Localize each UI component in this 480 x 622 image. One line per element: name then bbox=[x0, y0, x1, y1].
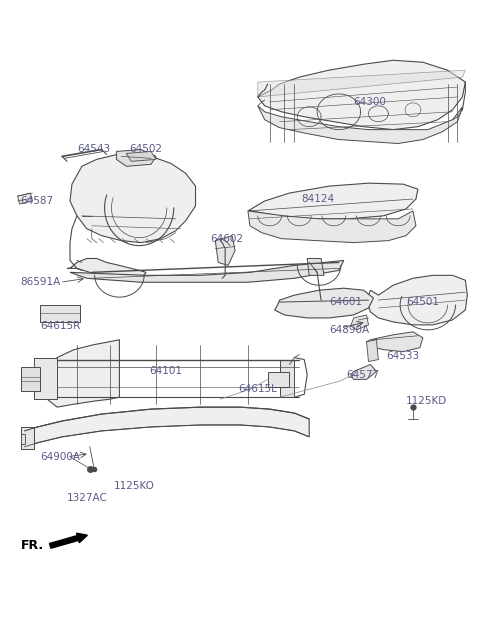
Polygon shape bbox=[18, 193, 33, 204]
Polygon shape bbox=[268, 373, 289, 388]
Polygon shape bbox=[248, 183, 418, 219]
Polygon shape bbox=[351, 315, 369, 330]
Text: 64615R: 64615R bbox=[40, 321, 81, 331]
Text: 64501: 64501 bbox=[406, 297, 439, 307]
FancyArrow shape bbox=[49, 533, 87, 548]
Polygon shape bbox=[117, 149, 156, 166]
Polygon shape bbox=[216, 236, 235, 266]
Polygon shape bbox=[258, 106, 462, 144]
Text: 64900A: 64900A bbox=[40, 452, 80, 462]
Polygon shape bbox=[258, 70, 466, 97]
Text: FR.: FR. bbox=[21, 539, 44, 552]
Text: 64533: 64533 bbox=[386, 351, 420, 361]
Text: 64101: 64101 bbox=[149, 366, 182, 376]
Polygon shape bbox=[44, 340, 120, 407]
Polygon shape bbox=[275, 288, 373, 318]
Text: 84124: 84124 bbox=[301, 194, 335, 204]
Text: 1125KO: 1125KO bbox=[113, 481, 155, 491]
Polygon shape bbox=[21, 434, 24, 444]
Polygon shape bbox=[351, 364, 376, 379]
Text: 64543: 64543 bbox=[77, 144, 110, 154]
Polygon shape bbox=[21, 427, 35, 448]
Polygon shape bbox=[248, 211, 416, 243]
Text: 64587: 64587 bbox=[21, 196, 54, 206]
Polygon shape bbox=[367, 276, 468, 325]
Text: 1125KD: 1125KD bbox=[406, 396, 447, 406]
Polygon shape bbox=[126, 151, 156, 161]
Text: 64502: 64502 bbox=[129, 144, 162, 154]
Polygon shape bbox=[70, 261, 344, 282]
Polygon shape bbox=[24, 407, 309, 447]
Polygon shape bbox=[367, 332, 423, 351]
Polygon shape bbox=[35, 358, 57, 399]
Text: 64601: 64601 bbox=[329, 297, 362, 307]
Polygon shape bbox=[40, 305, 80, 322]
Text: 1327AC: 1327AC bbox=[67, 493, 108, 503]
Polygon shape bbox=[21, 368, 40, 391]
Text: 64577: 64577 bbox=[347, 371, 380, 381]
Polygon shape bbox=[307, 259, 324, 276]
Polygon shape bbox=[258, 60, 466, 129]
Polygon shape bbox=[67, 259, 146, 281]
Polygon shape bbox=[367, 340, 378, 361]
Text: 64615L: 64615L bbox=[238, 384, 277, 394]
Polygon shape bbox=[70, 154, 195, 243]
Text: 64890A: 64890A bbox=[329, 325, 369, 335]
Polygon shape bbox=[279, 360, 294, 397]
Text: 86591A: 86591A bbox=[21, 277, 61, 287]
Text: 64300: 64300 bbox=[354, 97, 386, 107]
Text: 64602: 64602 bbox=[210, 234, 243, 244]
